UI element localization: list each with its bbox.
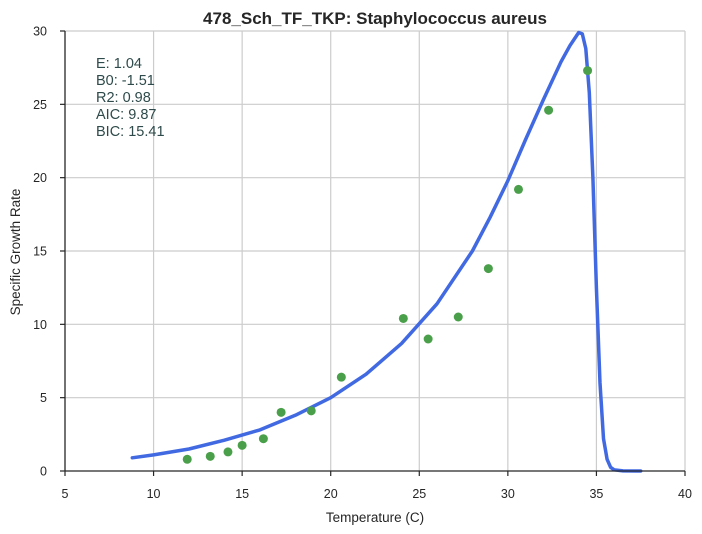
x-tick-label: 20	[324, 487, 338, 501]
y-tick-label: 5	[40, 391, 47, 405]
x-tick-label: 10	[147, 487, 161, 501]
data-point	[544, 105, 554, 115]
y-tick-label: 10	[33, 318, 47, 332]
data-point	[258, 434, 268, 444]
y-tick-label: 20	[33, 171, 47, 185]
annotation-bic: BIC: 15.41	[96, 124, 165, 140]
y-tick-label: 0	[40, 465, 47, 479]
x-tick-label: 25	[412, 487, 426, 501]
fit-curve-group	[130, 30, 643, 473]
x-tick-label: 40	[678, 487, 692, 501]
fit-stats-annotation: E: 1.04 B0: -1.51 R2: 0.98 AIC: 9.87 BIC…	[96, 56, 165, 140]
annotation-r2: R2: 0.98	[96, 90, 151, 106]
chart-title: 478_Sch_TF_TKP: Staphylococcus aureus	[203, 9, 547, 28]
y-axis-label: Specific Growth Rate	[8, 189, 23, 316]
annotation-aic: AIC: 9.87	[96, 107, 156, 123]
data-point	[453, 312, 463, 322]
data-point	[182, 454, 192, 464]
annotation-b0: B0: -1.51	[96, 73, 155, 89]
y-tick-label: 15	[33, 245, 47, 259]
data-point	[423, 334, 433, 344]
data-point	[513, 184, 523, 194]
data-point	[276, 407, 286, 417]
data-point	[205, 451, 215, 461]
x-tick-label: 5	[62, 487, 69, 501]
annotation-e: E: 1.04	[96, 56, 142, 72]
data-point	[398, 313, 408, 323]
data-point	[237, 440, 247, 450]
y-tick-labels: 0 5 10 15 20 25 30	[33, 25, 47, 479]
x-tick-label: 35	[589, 487, 603, 501]
x-tick-label: 30	[501, 487, 515, 501]
y-tick-label: 30	[33, 25, 47, 39]
axes	[60, 30, 686, 476]
data-point	[583, 66, 593, 76]
data-point	[336, 372, 346, 382]
x-axis-label: Temperature (C)	[326, 510, 424, 525]
fit-curve-line	[130, 30, 643, 473]
y-tick-label: 25	[33, 98, 47, 112]
data-point	[306, 406, 316, 416]
data-point	[223, 447, 233, 457]
x-tick-labels: 5 10 15 20 25 30 35 40	[62, 487, 692, 501]
grid-lines	[65, 30, 686, 471]
data-points-group	[182, 66, 593, 464]
x-tick-label: 15	[235, 487, 249, 501]
data-point	[483, 264, 493, 274]
